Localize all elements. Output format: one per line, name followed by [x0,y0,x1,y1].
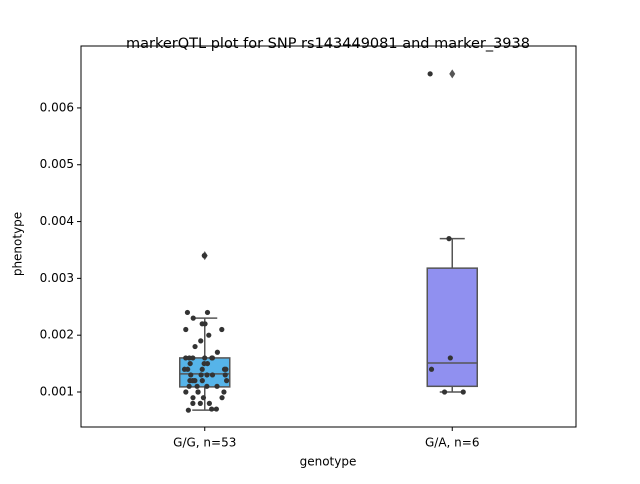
y-tick-label: 0.002 [40,328,74,342]
point [186,383,192,389]
point [188,372,194,378]
x-tick-label: G/A, n=6 [425,436,479,450]
point [192,343,198,350]
point [214,349,221,355]
point [190,395,196,401]
point [185,407,191,413]
chart-title: markerQTL plot for SNP rs143449081 and m… [126,36,530,52]
point [221,389,227,395]
point [190,400,196,406]
point [206,332,212,338]
y-tick-label: 0.005 [40,157,74,171]
point [198,372,204,378]
point [428,366,435,372]
box [426,267,478,388]
point [185,366,191,372]
point [183,355,189,361]
point [209,406,215,412]
point [195,389,201,395]
y-tick-label: 0.001 [40,385,74,399]
point [204,309,211,316]
point [200,395,207,401]
point [206,400,212,406]
point [446,236,452,242]
point [201,253,207,259]
point [187,360,193,367]
y-axis-label: phenotype [11,212,25,276]
point [194,383,200,389]
point [199,366,205,372]
point [197,400,203,406]
point [209,372,216,378]
point [427,71,433,77]
x-axis-label: genotype [300,455,357,469]
plot-frame [80,45,577,428]
point [183,326,189,333]
point [184,309,191,316]
point [224,378,230,384]
y-tick-label: 0.004 [40,214,74,228]
point [460,389,466,395]
point [201,360,207,367]
point [447,355,453,361]
point [204,372,210,378]
outlier [449,69,456,79]
point [222,372,228,378]
y-tick-label: 0.006 [40,100,74,114]
point [219,326,225,333]
x-tick-label: G/G, n=53 [173,436,236,450]
point [209,355,216,361]
point [199,378,205,384]
point [183,389,189,395]
point [214,383,220,389]
point [213,406,220,412]
point [441,389,448,395]
point [223,366,229,372]
point [190,315,196,321]
point [198,338,204,344]
point [186,355,192,361]
point [219,395,225,401]
point [190,378,196,384]
point [202,355,208,361]
point [204,383,210,389]
y-tick-label: 0.003 [40,271,74,285]
point [202,321,208,327]
